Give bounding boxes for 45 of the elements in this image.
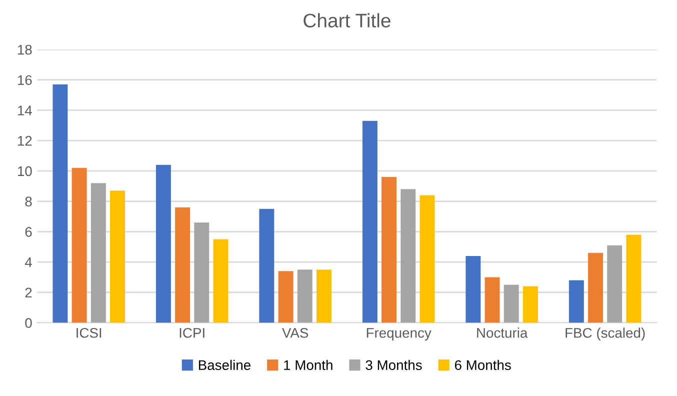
bar	[420, 195, 435, 323]
bar	[362, 120, 378, 323]
bar	[484, 277, 500, 323]
bar	[278, 271, 294, 323]
x-tick-label: FBC (scaled)	[566, 328, 645, 341]
bar	[259, 208, 274, 323]
legend-label: 3 Months	[366, 360, 422, 370]
bar	[213, 239, 228, 323]
bar	[522, 286, 538, 323]
bar	[568, 280, 584, 323]
y-tick-label: 12	[18, 136, 32, 146]
bar	[607, 245, 622, 323]
y-tick-label: 0	[25, 318, 32, 328]
bar	[52, 84, 68, 323]
x-tick-label: ICPI	[180, 328, 204, 338]
bar	[382, 177, 397, 323]
bar	[504, 284, 519, 323]
legend-label: Baseline	[198, 360, 250, 370]
y-tick-label: 6	[25, 226, 32, 237]
x-tick-label: ICSI	[76, 328, 102, 338]
y-tick-label: 10	[18, 166, 32, 176]
y-tick-label: 14	[18, 106, 32, 116]
bar	[297, 270, 312, 323]
bar	[110, 190, 125, 323]
y-tick-label: 4	[24, 257, 32, 268]
bar	[90, 183, 106, 323]
y-tick-label: 2	[25, 288, 32, 298]
bar	[156, 164, 171, 323]
bar	[316, 270, 332, 323]
legend-label: 6 Months	[454, 360, 511, 370]
bar	[466, 256, 481, 323]
bar	[400, 189, 416, 323]
bar	[626, 234, 642, 323]
bar	[194, 222, 210, 323]
bar	[175, 207, 190, 323]
x-tick-label: Nocturia	[477, 328, 528, 338]
chart-title: Chart Title	[304, 13, 390, 28]
x-tick-label: VAS	[282, 328, 308, 338]
x-tick-label: Frequency	[366, 328, 432, 341]
bar	[588, 252, 604, 323]
bar	[72, 168, 87, 323]
y-tick-label: 18	[18, 44, 32, 55]
legend-label: 1 Month	[284, 360, 332, 370]
y-tick-label: 16	[18, 75, 32, 86]
y-tick-label: 8	[25, 196, 32, 206]
